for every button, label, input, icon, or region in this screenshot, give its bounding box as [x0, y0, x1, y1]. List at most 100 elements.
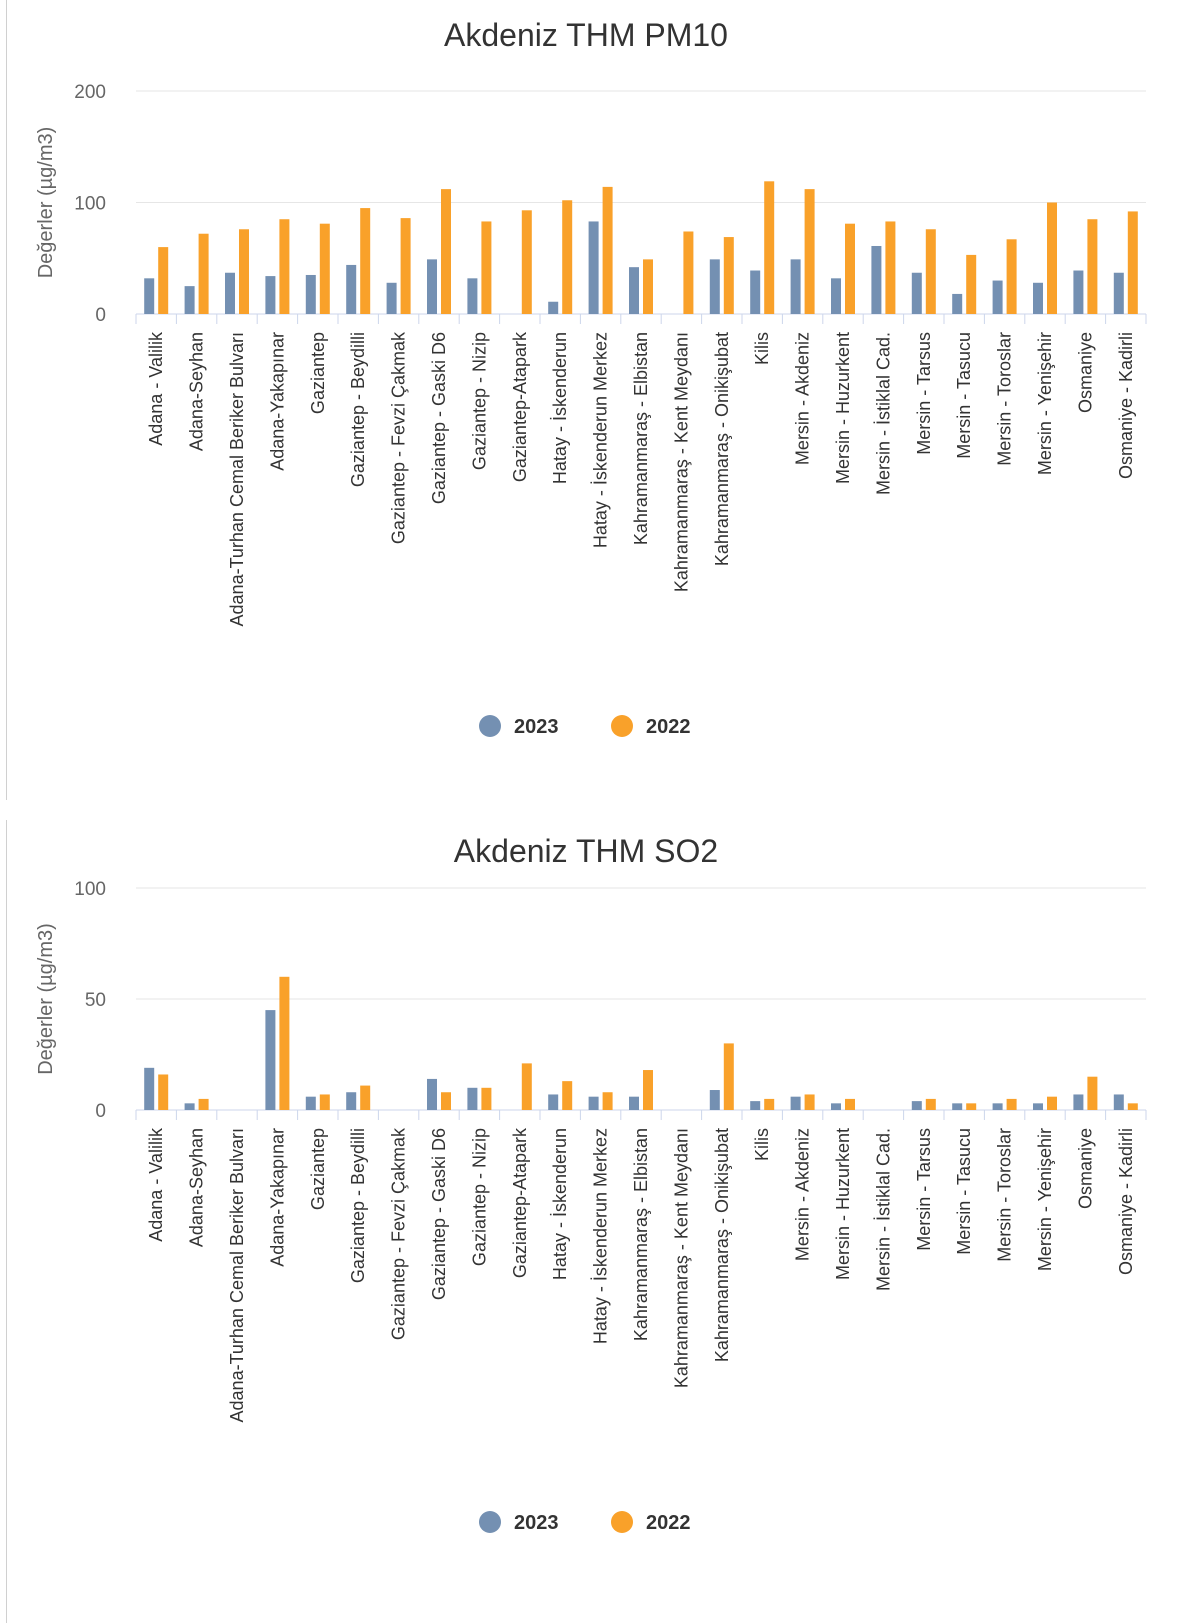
- bar-2022-5[interactable]: [360, 208, 370, 314]
- bar-2022-8[interactable]: [481, 221, 491, 314]
- bar-2022-15[interactable]: [764, 181, 774, 314]
- legend-marker-2022[interactable]: [611, 715, 633, 737]
- bar-2023-21[interactable]: [993, 1103, 1003, 1110]
- bar-2023-14[interactable]: [710, 259, 720, 314]
- legend-label-2022[interactable]: 2022: [646, 1512, 691, 1534]
- bar-2023-0[interactable]: [144, 278, 154, 314]
- bar-2022-1[interactable]: [199, 234, 209, 314]
- bar-2022-19[interactable]: [926, 1099, 936, 1110]
- bar-2022-4[interactable]: [320, 1094, 330, 1110]
- bar-2023-10[interactable]: [548, 1094, 558, 1110]
- bar-2023-15[interactable]: [750, 1101, 760, 1110]
- bar-2022-20[interactable]: [966, 255, 976, 314]
- bar-2022-13[interactable]: [683, 231, 693, 314]
- bar-2022-15[interactable]: [764, 1099, 774, 1110]
- bar-2022-22[interactable]: [1047, 203, 1057, 315]
- bar-2022-17[interactable]: [845, 224, 855, 314]
- bar-2022-7[interactable]: [441, 1092, 451, 1110]
- bar-2022-5[interactable]: [360, 1086, 370, 1110]
- bar-2023-16[interactable]: [791, 259, 801, 314]
- x-tick-label: Gaziantep - Nizip: [469, 332, 489, 470]
- bar-2023-23[interactable]: [1073, 1094, 1083, 1110]
- bar-2023-5[interactable]: [346, 265, 356, 314]
- bar-2022-11[interactable]: [603, 1092, 613, 1110]
- bar-2022-23[interactable]: [1087, 1077, 1097, 1110]
- bar-2023-17[interactable]: [831, 1103, 841, 1110]
- bar-2023-7[interactable]: [427, 259, 437, 314]
- bar-2022-24[interactable]: [1128, 211, 1138, 314]
- bar-2022-10[interactable]: [562, 200, 572, 314]
- bar-2023-10[interactable]: [548, 302, 558, 314]
- legend-marker-2023[interactable]: [479, 1511, 501, 1533]
- bar-2023-11[interactable]: [589, 1097, 599, 1110]
- bar-2023-12[interactable]: [629, 1097, 639, 1110]
- bar-2023-2[interactable]: [225, 273, 235, 314]
- bar-2022-3[interactable]: [279, 219, 289, 314]
- bar-2022-4[interactable]: [320, 224, 330, 314]
- bar-2023-23[interactable]: [1073, 271, 1083, 314]
- bar-2022-7[interactable]: [441, 189, 451, 314]
- bar-2022-21[interactable]: [1007, 239, 1017, 314]
- y-tick-label: 100: [74, 879, 106, 900]
- bar-2022-0[interactable]: [158, 1074, 168, 1110]
- bar-2022-16[interactable]: [805, 1094, 815, 1110]
- bar-2023-11[interactable]: [589, 221, 599, 314]
- legend-marker-2023[interactable]: [479, 715, 501, 737]
- bar-2022-9[interactable]: [522, 210, 532, 314]
- bar-2022-12[interactable]: [643, 1070, 653, 1110]
- bar-2022-1[interactable]: [199, 1099, 209, 1110]
- bar-2023-4[interactable]: [306, 1097, 316, 1110]
- bar-2023-15[interactable]: [750, 271, 760, 314]
- bar-2023-12[interactable]: [629, 267, 639, 314]
- bar-2023-7[interactable]: [427, 1079, 437, 1110]
- bar-2022-19[interactable]: [926, 229, 936, 314]
- bar-2022-8[interactable]: [481, 1088, 491, 1110]
- bar-2023-16[interactable]: [791, 1097, 801, 1110]
- bar-2022-3[interactable]: [279, 977, 289, 1110]
- bar-2022-10[interactable]: [562, 1081, 572, 1110]
- bar-2022-23[interactable]: [1087, 219, 1097, 314]
- bar-2023-19[interactable]: [912, 273, 922, 314]
- bar-2022-0[interactable]: [158, 247, 168, 314]
- bar-2023-4[interactable]: [306, 275, 316, 314]
- chart-title: Akdeniz THM PM10: [444, 17, 728, 53]
- bar-2023-20[interactable]: [952, 294, 962, 314]
- bar-2023-8[interactable]: [467, 1088, 477, 1110]
- bar-2022-16[interactable]: [805, 189, 815, 314]
- bar-2022-14[interactable]: [724, 1043, 734, 1110]
- bar-2022-18[interactable]: [885, 221, 895, 314]
- bar-2022-6[interactable]: [401, 218, 411, 314]
- bar-2022-2[interactable]: [239, 229, 249, 314]
- bar-2023-18[interactable]: [871, 246, 881, 314]
- bar-2023-3[interactable]: [265, 276, 275, 314]
- bar-2023-0[interactable]: [144, 1068, 154, 1110]
- legend-marker-2022[interactable]: [611, 1511, 633, 1533]
- bar-2022-24[interactable]: [1128, 1103, 1138, 1110]
- bar-2023-24[interactable]: [1114, 273, 1124, 314]
- bar-2023-19[interactable]: [912, 1101, 922, 1110]
- bar-2022-11[interactable]: [603, 187, 613, 314]
- legend-label-2023[interactable]: 2023: [514, 716, 559, 738]
- bar-2022-12[interactable]: [643, 259, 653, 314]
- bar-2022-21[interactable]: [1007, 1099, 1017, 1110]
- bar-2022-22[interactable]: [1047, 1097, 1057, 1110]
- bar-2022-17[interactable]: [845, 1099, 855, 1110]
- bar-2022-9[interactable]: [522, 1063, 532, 1110]
- bar-2023-22[interactable]: [1033, 1103, 1043, 1110]
- bar-2023-3[interactable]: [265, 1010, 275, 1110]
- bar-2023-1[interactable]: [185, 286, 195, 314]
- bar-2023-1[interactable]: [185, 1103, 195, 1110]
- legend-label-2023[interactable]: 2023: [514, 1512, 559, 1534]
- bar-2023-17[interactable]: [831, 278, 841, 314]
- bar-2022-20[interactable]: [966, 1103, 976, 1110]
- bar-2022-14[interactable]: [724, 237, 734, 314]
- legend-label-2022[interactable]: 2022: [646, 716, 691, 738]
- bar-2023-14[interactable]: [710, 1090, 720, 1110]
- bar-2023-21[interactable]: [993, 281, 1003, 314]
- bar-2023-6[interactable]: [387, 283, 397, 314]
- bar-2023-20[interactable]: [952, 1103, 962, 1110]
- bar-2023-24[interactable]: [1114, 1094, 1124, 1110]
- bar-2023-8[interactable]: [467, 278, 477, 314]
- bar-2023-5[interactable]: [346, 1092, 356, 1110]
- bar-2023-22[interactable]: [1033, 283, 1043, 314]
